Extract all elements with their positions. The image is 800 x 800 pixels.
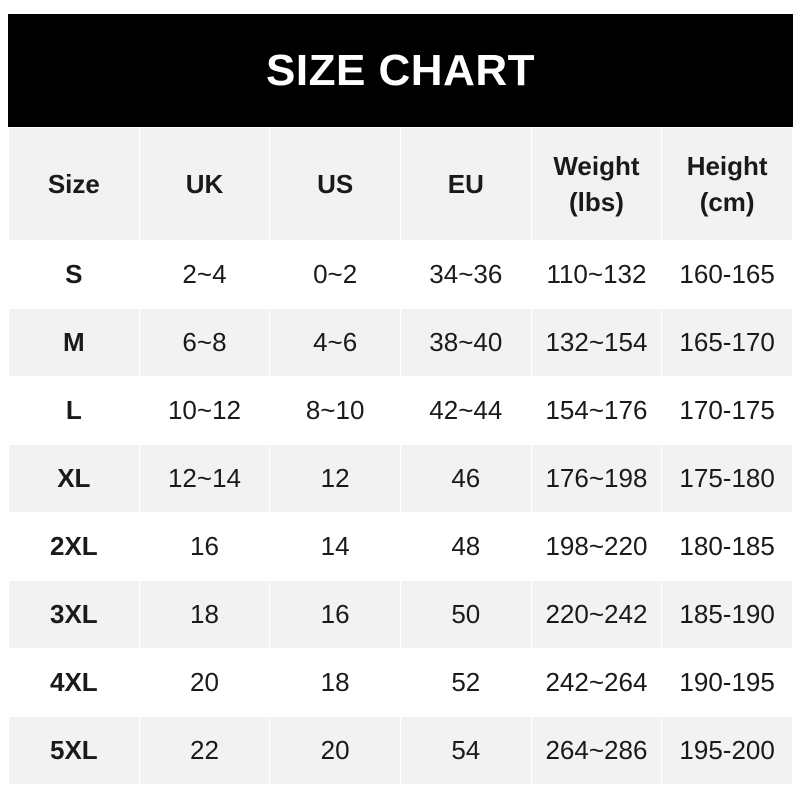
table-cell: 18: [269, 648, 401, 717]
size-cell: 4XL: [8, 648, 140, 717]
table-cell: 110~132: [530, 240, 663, 309]
column-header: Weight (lbs): [530, 127, 663, 241]
table-row: XL 12~14 12 46 176~198 175-180: [8, 444, 793, 513]
size-cell: 2XL: [8, 512, 140, 581]
size-cell: 3XL: [8, 580, 140, 649]
table-cell: 42~44: [399, 376, 532, 445]
table-cell: 0~2: [269, 240, 401, 309]
size-cell: M: [8, 308, 140, 377]
table-row: 3XL 18 16 50 220~242 185-190: [8, 580, 793, 649]
table-cell: 46: [399, 444, 532, 513]
table-row: M 6~8 4~6 38~40 132~154 165-170: [8, 308, 793, 377]
table-row: 4XL 20 18 52 242~264 190-195: [8, 648, 793, 717]
table-cell: 165-170: [661, 308, 793, 377]
table-cell: 190-195: [661, 648, 793, 717]
table-cell: 20: [269, 716, 401, 785]
table-cell: 54: [399, 716, 532, 785]
table-cell: 154~176: [530, 376, 663, 445]
column-header: UK: [138, 127, 271, 241]
column-header-text: Weight: [553, 150, 640, 181]
column-header-text: (lbs): [569, 187, 624, 217]
table-cell: 12~14: [138, 444, 271, 513]
table-cell: 20: [138, 648, 271, 717]
header-row: Size UK US EU Weight (lbs) Height (cm): [8, 127, 793, 241]
column-header-text: UK: [185, 168, 224, 199]
size-cell: L: [8, 376, 140, 445]
column-header: Height (cm): [661, 127, 793, 241]
table-cell: 176~198: [530, 444, 663, 513]
table-cell: 34~36: [399, 240, 532, 309]
column-header-text: US: [317, 168, 354, 199]
table-cell: 4~6: [269, 308, 401, 377]
table-cell: 220~242: [530, 580, 663, 649]
table-cell: 264~286: [530, 716, 663, 785]
table-cell: 38~40: [399, 308, 532, 377]
table-cell: 8~10: [269, 376, 401, 445]
column-header: Size: [8, 127, 140, 241]
table-cell: 180-185: [661, 512, 793, 581]
table-cell: 160-165: [661, 240, 793, 309]
table-row: 5XL 22 20 54 264~286 195-200: [8, 716, 793, 785]
table-cell: 185-190: [661, 580, 793, 649]
table-cell: 198~220: [530, 512, 663, 581]
table-row: S 2~4 0~2 34~36 110~132 160-165: [8, 240, 793, 309]
table-cell: 170-175: [661, 376, 793, 445]
column-header: EU: [399, 127, 532, 241]
table-cell: 16: [269, 580, 401, 649]
table-cell: 6~8: [138, 308, 271, 377]
table-cell: 195-200: [661, 716, 793, 785]
column-header-text: (cm): [699, 187, 755, 217]
table-cell: 16: [138, 512, 271, 581]
size-chart-title: SIZE CHART: [8, 14, 793, 127]
table-cell: 12: [269, 444, 401, 513]
table-cell: 175-180: [661, 444, 793, 513]
size-cell: 5XL: [8, 716, 140, 785]
size-cell: S: [8, 240, 140, 309]
table-cell: 52: [399, 648, 532, 717]
table-cell: 18: [138, 580, 271, 649]
column-header-text: Size: [47, 168, 100, 199]
table-cell: 242~264: [530, 648, 663, 717]
table-row: 2XL 16 14 48 198~220 180-185: [8, 512, 793, 581]
table-cell: 50: [399, 580, 532, 649]
table-cell: 132~154: [530, 308, 663, 377]
column-header-text: Height: [686, 150, 768, 181]
column-header: US: [269, 127, 401, 241]
column-header-text: EU: [447, 168, 484, 199]
table-cell: 48: [399, 512, 532, 581]
table-cell: 22: [138, 716, 271, 785]
table-cell: 14: [269, 512, 401, 581]
table-cell: 10~12: [138, 376, 271, 445]
table-row: L 10~12 8~10 42~44 154~176 170-175: [8, 376, 793, 445]
size-cell: XL: [8, 444, 140, 513]
size-chart-table: Size UK US EU Weight (lbs) Height (cm) S 2~4 0~2 3…: [8, 127, 793, 785]
table-cell: 2~4: [138, 240, 271, 309]
